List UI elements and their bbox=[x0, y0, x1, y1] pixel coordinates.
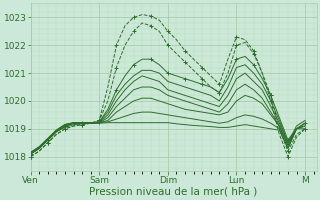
X-axis label: Pression niveau de la mer( hPa ): Pression niveau de la mer( hPa ) bbox=[90, 187, 258, 197]
